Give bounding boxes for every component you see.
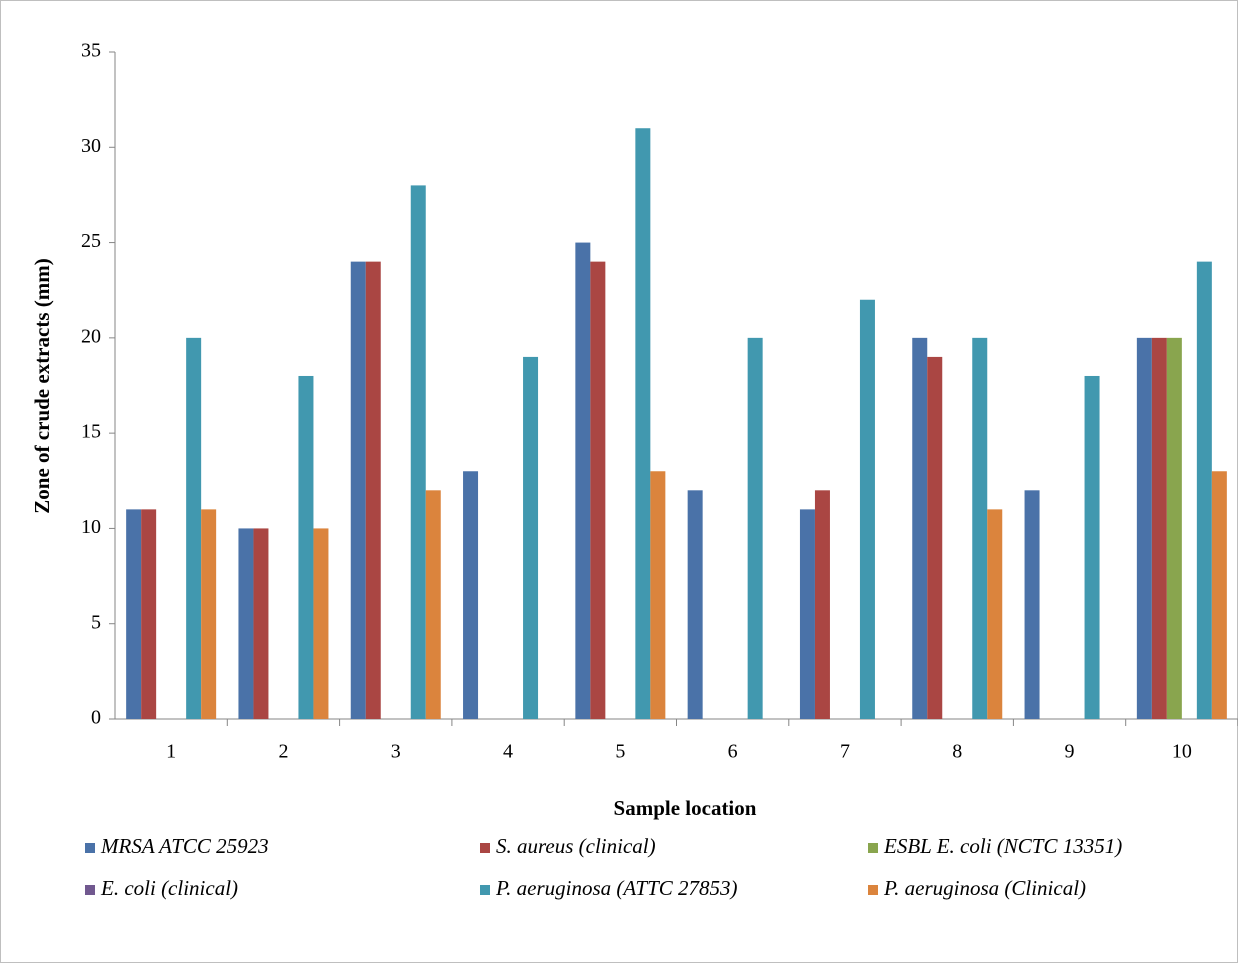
bar xyxy=(425,490,441,719)
legend-swatch xyxy=(868,843,878,853)
bar xyxy=(1151,337,1167,719)
bar xyxy=(859,299,875,719)
x-axis-title: Sample location xyxy=(614,796,757,820)
x-tick-label: 6 xyxy=(728,741,738,763)
x-tick-label: 1 xyxy=(166,741,176,763)
legend-swatch xyxy=(85,885,95,895)
bar xyxy=(987,509,1003,719)
legend-label: E. coli (clinical) xyxy=(100,876,238,900)
bar xyxy=(365,261,381,719)
bar xyxy=(126,509,142,719)
bar xyxy=(186,337,202,719)
bar xyxy=(238,528,254,719)
x-tick-label: 10 xyxy=(1172,741,1192,763)
bar xyxy=(523,356,539,719)
bar xyxy=(350,261,366,719)
bar xyxy=(410,185,426,719)
bar xyxy=(1166,337,1182,719)
bar xyxy=(1136,337,1152,719)
y-axis-title: Zone of crude extracts (mm) xyxy=(30,258,54,513)
x-tick-label: 5 xyxy=(615,741,625,763)
bar xyxy=(814,490,830,719)
bar xyxy=(575,242,591,720)
bar xyxy=(927,356,943,719)
bar xyxy=(747,337,763,719)
y-tick-label: 30 xyxy=(81,135,101,157)
x-tick-label: 3 xyxy=(391,741,401,763)
x-tick-label: 2 xyxy=(278,741,288,763)
legend-label: P. aeruginosa (ATTC 27853) xyxy=(495,876,738,900)
y-tick-label: 15 xyxy=(81,421,101,443)
bar xyxy=(298,375,314,719)
bar xyxy=(1196,261,1212,719)
y-tick-label: 20 xyxy=(81,325,101,347)
x-tick-label: 8 xyxy=(952,741,962,763)
y-tick-label: 25 xyxy=(81,230,101,252)
bar xyxy=(1024,490,1040,719)
x-tick-label: 4 xyxy=(503,741,513,763)
legend-swatch xyxy=(85,843,95,853)
bar xyxy=(635,128,651,719)
legend-swatch xyxy=(868,885,878,895)
bar xyxy=(590,261,606,719)
legend-swatch xyxy=(480,843,490,853)
legend-label: MRSA ATCC 25923 xyxy=(100,834,269,858)
legend-label: S. aureus (clinical) xyxy=(496,834,656,858)
bar xyxy=(463,471,479,719)
y-tick-label: 10 xyxy=(81,516,101,538)
bar xyxy=(799,509,815,719)
bar xyxy=(141,509,157,719)
legend-label: P. aeruginosa (Clinical) xyxy=(883,876,1086,900)
bar xyxy=(972,337,988,719)
y-tick-label: 0 xyxy=(91,707,101,729)
bar xyxy=(201,509,217,719)
bar xyxy=(650,471,666,719)
bar xyxy=(313,528,329,719)
bar xyxy=(912,337,928,719)
y-tick-label: 5 xyxy=(91,611,101,633)
y-tick-label: 35 xyxy=(81,40,101,62)
x-tick-label: 7 xyxy=(840,741,850,763)
legend-label: ESBL E. coli (NCTC 13351) xyxy=(883,834,1122,858)
bar xyxy=(1211,471,1227,719)
legend-swatch xyxy=(480,885,490,895)
bar xyxy=(1084,375,1100,719)
bar xyxy=(253,528,269,719)
bar xyxy=(687,490,703,719)
x-tick-label: 9 xyxy=(1065,741,1075,763)
